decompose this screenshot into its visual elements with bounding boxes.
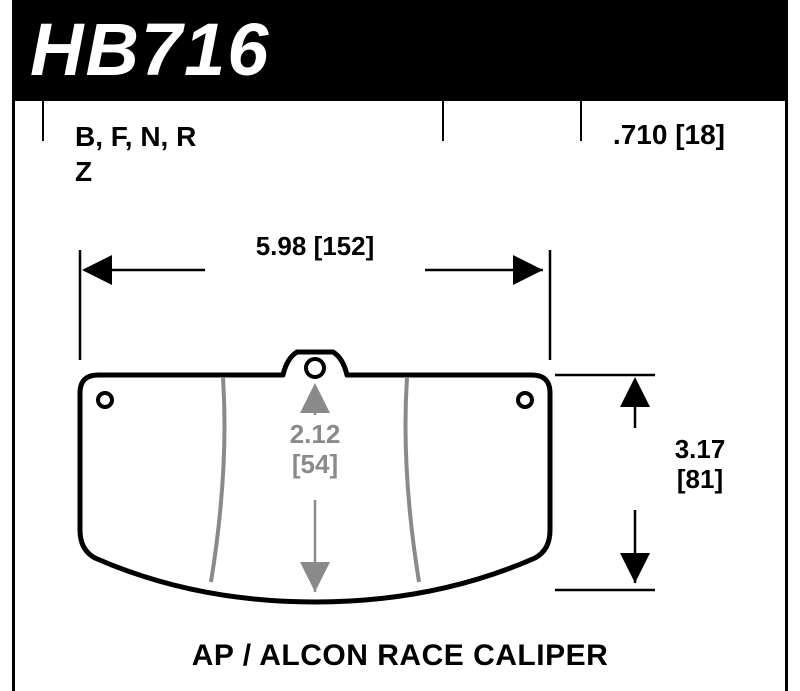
compounds-line: B, F, N, R [75, 121, 196, 152]
compounds-line: Z [75, 156, 92, 187]
diagram-svg [15, 210, 785, 640]
thickness-spec: .710 [18] [613, 119, 725, 151]
compound-codes: B, F, N, R Z [75, 119, 196, 189]
part-number: HB716 [30, 7, 270, 92]
width-dimension [80, 250, 550, 360]
height-dimension [555, 375, 655, 590]
diagram: 5.98 [152] 2.12 [54] 3.17 [81] [15, 210, 785, 640]
spec-row: B, F, N, R Z .710 [18] [15, 101, 785, 199]
caliper-label: AP / ALCON RACE CALIPER [0, 639, 800, 673]
header-bar: HB716 [12, 0, 788, 98]
